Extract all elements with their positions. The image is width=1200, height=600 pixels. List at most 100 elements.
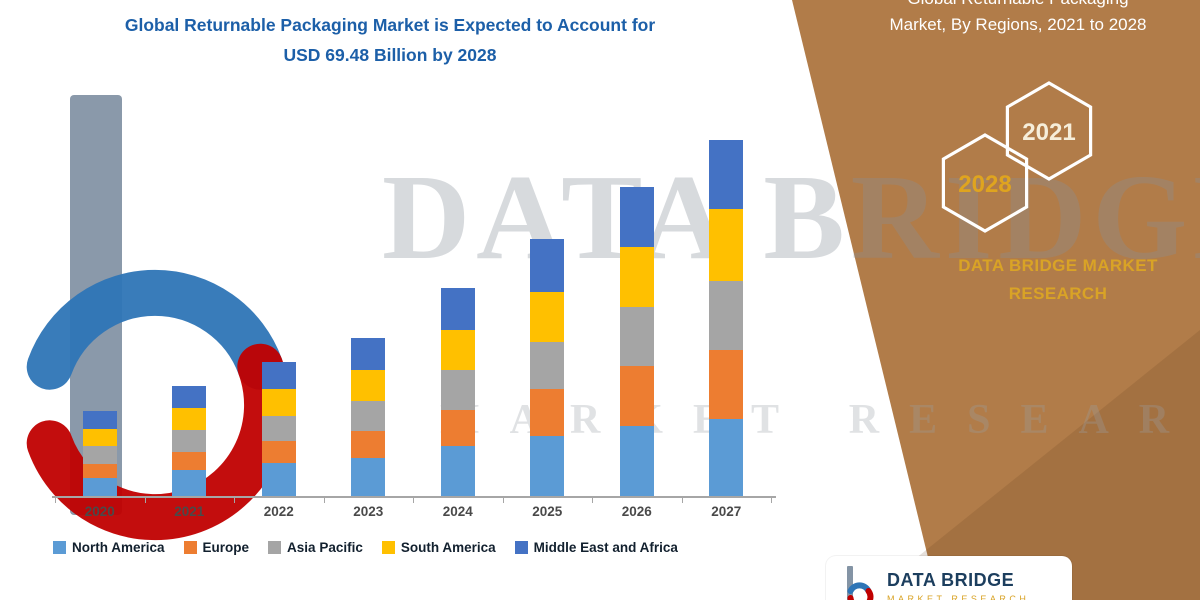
footer-brand-name: DATA BRIDGE: [887, 570, 1015, 590]
bar-segment: [440, 329, 475, 371]
logo-red-arc: [847, 588, 874, 600]
x-axis-label: 2025: [532, 504, 563, 519]
bar-segment: [261, 361, 296, 389]
bar-2020: [55, 410, 145, 497]
x-axis-labels: 2020 2021 2022 2023 2024 2025 2026 2027: [55, 504, 771, 519]
x-axis-tick: [413, 498, 414, 503]
x-axis-tick: [592, 498, 593, 503]
legend-label: Europe: [202, 540, 250, 555]
bar-segment: [172, 407, 207, 431]
chart-title-line2: USD 69.48 Billion by 2028: [283, 45, 497, 65]
bar-segment: [351, 338, 386, 370]
bar-segment: [440, 370, 475, 410]
bar-segment: [619, 366, 654, 426]
bar-2022: [234, 361, 324, 497]
legend-label: South America: [400, 540, 496, 555]
bar-segment: [440, 288, 475, 330]
brand-text-line1: DATA BRIDGE MARKET: [958, 256, 1158, 275]
x-axis-label: 2023: [353, 504, 384, 519]
bar-segment: [530, 292, 565, 342]
legend-item: South America: [381, 540, 496, 555]
bar-segment: [440, 409, 475, 446]
logo-stem: [847, 566, 853, 600]
bar-segment: [82, 410, 117, 429]
legend-label: Asia Pacific: [287, 540, 363, 555]
bar-segment: [709, 209, 744, 282]
chart-legend: North America Europe Asia Pacific South Ame…: [53, 540, 678, 555]
bar-segment: [172, 470, 207, 497]
x-axis-label: 2027: [711, 504, 742, 519]
bar-segment: [261, 440, 296, 463]
bar-segment: [709, 350, 744, 420]
footer-brand-subtitle: MARKET RESEARCH: [887, 594, 1030, 600]
x-axis-tick: [323, 498, 325, 503]
footer-logo-box: DATA BRIDGE MARKET RESEARCH: [826, 556, 1072, 600]
legend-item: Europe: [183, 540, 250, 555]
bar-segment: [261, 415, 296, 441]
bar-segment: [619, 425, 654, 497]
legend-label: North America: [72, 540, 165, 555]
x-axis-tick: [55, 498, 56, 503]
databridge-logo-small: [847, 566, 874, 600]
legend-swatch: [514, 541, 528, 554]
legend-label: Middle East and Africa: [533, 540, 678, 555]
bar-2021: [145, 385, 235, 497]
bars-container: [55, 100, 771, 497]
panel-heading-line2: Market, By Regions, 2021 to 2028: [889, 15, 1147, 34]
bar-segment: [261, 388, 296, 416]
bar-segment: [261, 462, 296, 497]
bar-2023: [324, 338, 414, 497]
bar-segment: [709, 281, 744, 351]
bar-segment: [172, 452, 207, 471]
plot-area: [55, 100, 771, 497]
bar-segment: [351, 430, 386, 459]
bar-segment: [82, 428, 117, 447]
bar-segment: [82, 478, 117, 497]
bar-2024: [413, 288, 503, 497]
x-axis-label: 2022: [263, 504, 294, 519]
x-axis-label: 2024: [442, 504, 473, 519]
bar-segment: [709, 140, 744, 210]
bar-segment: [351, 401, 386, 431]
brand-text: DATA BRIDGE MARKET RESEARCH: [952, 252, 1164, 308]
bar-segment: [619, 247, 654, 307]
chart-title-line1: Global Returnable Packaging Market is Ex…: [124, 15, 656, 35]
panel-heading: Global Returnable Packaging Market, By R…: [838, 0, 1198, 38]
bar-2025: [503, 238, 593, 497]
brand-text-line2: RESEARCH: [1008, 284, 1108, 303]
bar-segment: [351, 458, 386, 497]
legend-item: Middle East and Africa: [514, 540, 678, 555]
x-axis-tick: [681, 498, 683, 503]
legend-item: Asia Pacific: [268, 540, 363, 555]
legend-item: North America: [53, 540, 165, 555]
legend-swatch: [381, 541, 395, 554]
bar-segment: [530, 341, 565, 390]
legend-swatch: [53, 541, 66, 554]
legend-swatch: [268, 541, 282, 554]
x-axis-tick: [234, 498, 235, 503]
x-axis-tick: [144, 498, 146, 503]
bar-2026: [592, 187, 682, 497]
x-axis-label: 2021: [174, 504, 205, 519]
bar-segment: [530, 435, 565, 497]
bar-2027: [682, 140, 772, 497]
bar-segment: [530, 389, 565, 436]
bar-segment: [82, 464, 117, 478]
footer-text: DATA BRIDGE MARKET RESEARCH: [887, 570, 1029, 600]
bar-segment: [440, 445, 475, 497]
x-axis-line: [52, 496, 776, 498]
bar-segment: [172, 385, 207, 408]
x-axis-label: 2026: [621, 504, 652, 519]
bar-segment: [619, 187, 654, 248]
panel-heading-line1: Global Returnable Packaging: [838, 0, 1198, 12]
bar-segment: [172, 430, 207, 453]
chart-title: Global Returnable Packaging Market is Ex…: [40, 10, 740, 70]
bar-segment: [530, 238, 565, 293]
bar-segment: [619, 306, 654, 367]
bar-segment: [351, 369, 386, 402]
bar-segment: [709, 419, 744, 497]
x-axis-tick: [771, 498, 772, 503]
bar-segment: [82, 446, 117, 465]
legend-swatch: [183, 541, 197, 554]
